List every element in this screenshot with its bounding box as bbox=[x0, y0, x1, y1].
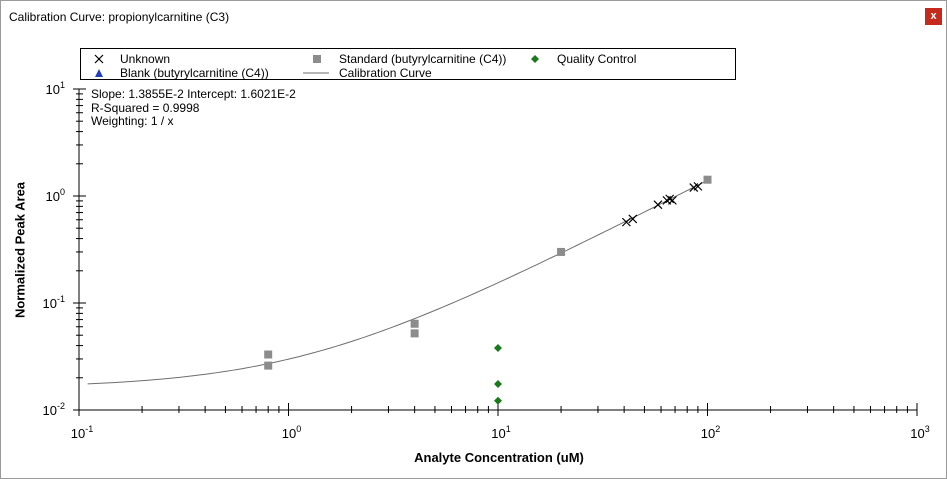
unknown-marker-icon bbox=[94, 54, 104, 64]
x-tick-label: 10-1 bbox=[71, 424, 93, 441]
y-tick-label: 100 bbox=[46, 187, 65, 204]
standard-point bbox=[410, 319, 419, 328]
unknown-point bbox=[653, 200, 663, 210]
y-tick-label: 101 bbox=[46, 80, 65, 97]
standard-point bbox=[557, 247, 566, 256]
calibration-curve-line-icon bbox=[303, 72, 329, 74]
legend-standard: Standard (butyrylcarnitine (C4)) bbox=[339, 52, 507, 66]
standard-point bbox=[410, 329, 419, 338]
legend-calibration-curve: Calibration Curve bbox=[339, 66, 432, 80]
x-tick-label: 103 bbox=[910, 424, 929, 441]
y-tick-label: 10-2 bbox=[43, 401, 65, 418]
title-bar: Calibration Curve: propionylcarnitine (C… bbox=[1, 1, 946, 32]
stats-slope-intercept: Slope: 1.3855E-2 Intercept: 1.6021E-2 bbox=[91, 87, 296, 101]
window-title: Calibration Curve: propionylcarnitine (C… bbox=[9, 10, 230, 24]
x-tick-label: 101 bbox=[491, 424, 510, 441]
x-tick-label: 102 bbox=[701, 424, 720, 441]
quality-control-point bbox=[494, 379, 502, 388]
calibration-chart: 10-1 100 101 102 103 101 100 10-1 10-2 bbox=[43, 80, 930, 441]
y-tick-label: 10-1 bbox=[43, 294, 65, 311]
unknown-point bbox=[667, 195, 677, 205]
blank-marker-icon bbox=[95, 69, 103, 77]
close-button[interactable]: x bbox=[925, 8, 942, 25]
x-axis-title: Analyte Concentration (uM) bbox=[414, 450, 584, 465]
stats-r-squared: R-Squared = 0.9998 bbox=[91, 100, 200, 115]
quality-control-point bbox=[494, 343, 502, 352]
unknown-point bbox=[693, 181, 703, 191]
legend-blank: Blank (butyrylcarnitine (C4)) bbox=[120, 66, 269, 80]
quality-control-marker-icon bbox=[531, 55, 539, 63]
standard-marker-icon bbox=[313, 55, 321, 63]
legend-quality-control: Quality Control bbox=[557, 52, 637, 66]
quality-control-point bbox=[494, 396, 502, 405]
standard-point bbox=[264, 361, 273, 370]
regression-stats: Slope: 1.3855E-2 Intercept: 1.6021E-2 R-… bbox=[91, 87, 296, 129]
legend-unknown: Unknown bbox=[120, 52, 171, 66]
stats-weighting: Weighting: 1 / x bbox=[91, 114, 174, 128]
unknown-point bbox=[665, 194, 675, 204]
y-axis-title: Normalized Peak Area bbox=[12, 181, 28, 319]
standard-point bbox=[703, 175, 712, 184]
unknown-point bbox=[621, 217, 631, 227]
standard-point bbox=[264, 350, 273, 359]
x-tick-label: 100 bbox=[282, 424, 301, 441]
chart-legend: Unknown Standard (butyrylcarnitine (C4))… bbox=[80, 48, 736, 80]
unknown-point bbox=[628, 214, 638, 224]
calibration-curve-line bbox=[87, 179, 708, 385]
